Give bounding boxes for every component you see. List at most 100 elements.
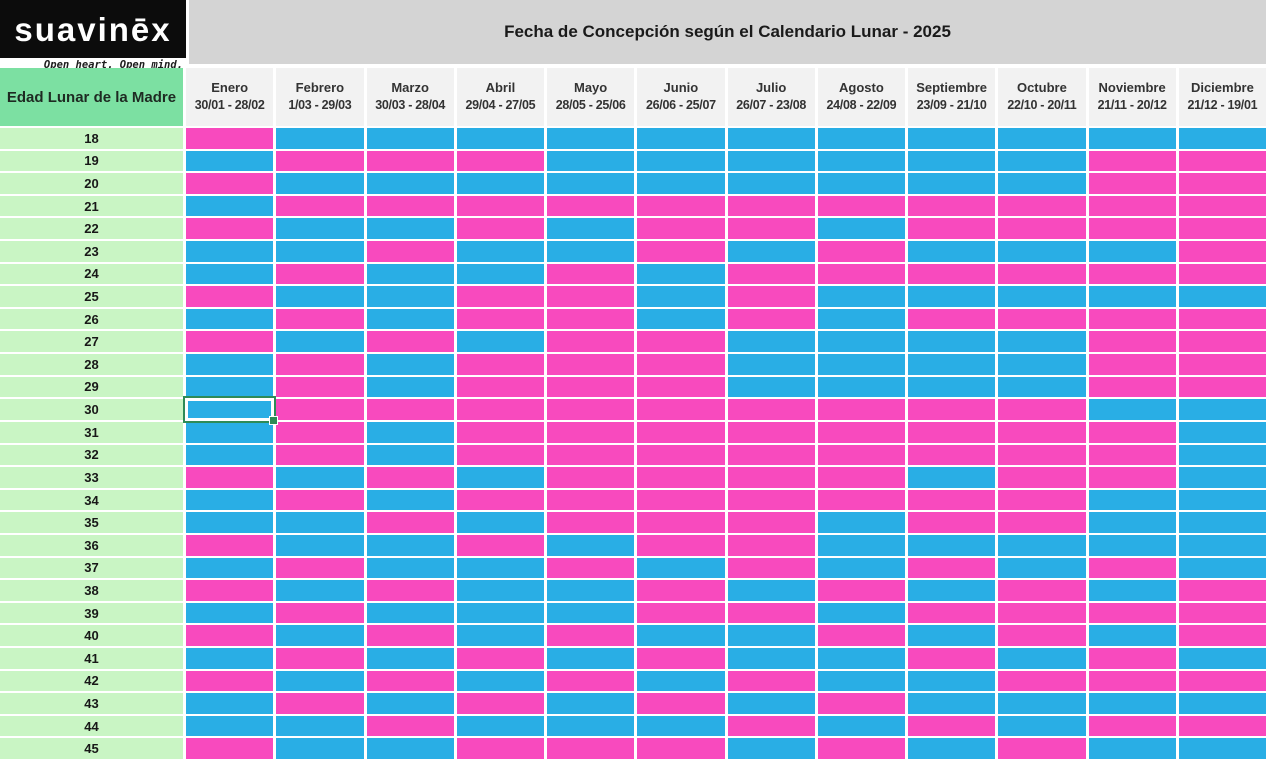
grid-cell-36-enero[interactable] (186, 534, 274, 556)
grid-cell-45-mayo[interactable] (547, 738, 635, 759)
grid-cell-39-octubre[interactable] (998, 602, 1086, 624)
grid-cell-22-mayo[interactable] (547, 218, 635, 240)
grid-cell-43-enero[interactable] (186, 693, 274, 714)
grid-cell-39-diciembre[interactable] (1178, 602, 1266, 624)
grid-cell-21-junio[interactable] (637, 195, 725, 217)
grid-cell-32-agosto[interactable] (817, 444, 905, 466)
grid-cell-36-diciembre[interactable] (1178, 534, 1266, 556)
grid-cell-26-julio[interactable] (727, 308, 815, 330)
grid-cell-19-noviembre[interactable] (1088, 150, 1176, 172)
grid-cell-24-agosto[interactable] (817, 263, 905, 285)
grid-cell-42-mayo[interactable] (547, 670, 635, 692)
grid-cell-38-diciembre[interactable] (1178, 580, 1266, 601)
grid-cell-22-octubre[interactable] (998, 218, 1086, 240)
age-cell-31[interactable]: 31 (0, 421, 183, 443)
grid-cell-44-noviembre[interactable] (1088, 715, 1176, 737)
grid-cell-28-noviembre[interactable] (1088, 354, 1176, 375)
grid-cell-32-noviembre[interactable] (1088, 444, 1176, 466)
grid-cell-26-noviembre[interactable] (1088, 308, 1176, 330)
grid-cell-21-octubre[interactable] (998, 195, 1086, 217)
age-cell-35[interactable]: 35 (0, 512, 183, 533)
grid-cell-31-febrero[interactable] (276, 421, 364, 443)
grid-cell-32-julio[interactable] (727, 444, 815, 466)
grid-cell-29-julio[interactable] (727, 376, 815, 398)
grid-cell-36-junio[interactable] (637, 534, 725, 556)
grid-cell-32-octubre[interactable] (998, 444, 1086, 466)
grid-cell-25-enero[interactable] (186, 286, 274, 307)
grid-cell-40-febrero[interactable] (276, 625, 364, 646)
grid-cell-30-julio[interactable] (727, 399, 815, 420)
grid-cell-21-noviembre[interactable] (1088, 195, 1176, 217)
grid-cell-26-octubre[interactable] (998, 308, 1086, 330)
grid-cell-34-noviembre[interactable] (1088, 489, 1176, 511)
grid-cell-39-julio[interactable] (727, 602, 815, 624)
grid-cell-19-septiembre[interactable] (908, 150, 996, 172)
grid-cell-30-octubre[interactable] (998, 399, 1086, 420)
age-cell-43[interactable]: 43 (0, 693, 183, 714)
grid-cell-33-junio[interactable] (637, 467, 725, 488)
grid-cell-29-mayo[interactable] (547, 376, 635, 398)
grid-cell-23-octubre[interactable] (998, 241, 1086, 262)
grid-cell-18-marzo[interactable] (366, 128, 454, 149)
grid-cell-33-enero[interactable] (186, 467, 274, 488)
grid-cell-26-diciembre[interactable] (1178, 308, 1266, 330)
grid-cell-43-mayo[interactable] (547, 693, 635, 714)
grid-cell-23-febrero[interactable] (276, 241, 364, 262)
grid-cell-27-diciembre[interactable] (1178, 331, 1266, 353)
grid-cell-32-junio[interactable] (637, 444, 725, 466)
grid-cell-25-mayo[interactable] (547, 286, 635, 307)
grid-cell-27-junio[interactable] (637, 331, 725, 353)
grid-cell-27-noviembre[interactable] (1088, 331, 1176, 353)
grid-cell-36-julio[interactable] (727, 534, 815, 556)
grid-cell-18-agosto[interactable] (817, 128, 905, 149)
grid-cell-41-mayo[interactable] (547, 647, 635, 669)
grid-cell-40-junio[interactable] (637, 625, 725, 646)
grid-cell-27-agosto[interactable] (817, 331, 905, 353)
grid-cell-30-diciembre[interactable] (1178, 399, 1266, 420)
grid-cell-38-junio[interactable] (637, 580, 725, 601)
grid-cell-31-septiembre[interactable] (908, 421, 996, 443)
grid-cell-44-diciembre[interactable] (1178, 715, 1266, 737)
grid-cell-20-septiembre[interactable] (908, 173, 996, 194)
grid-cell-24-febrero[interactable] (276, 263, 364, 285)
grid-cell-21-abril[interactable] (456, 195, 544, 217)
grid-cell-18-junio[interactable] (637, 128, 725, 149)
grid-cell-28-septiembre[interactable] (908, 354, 996, 375)
grid-cell-26-febrero[interactable] (276, 308, 364, 330)
grid-cell-25-marzo[interactable] (366, 286, 454, 307)
grid-cell-43-febrero[interactable] (276, 693, 364, 714)
grid-cell-34-febrero[interactable] (276, 489, 364, 511)
grid-cell-20-julio[interactable] (727, 173, 815, 194)
grid-cell-18-julio[interactable] (727, 128, 815, 149)
grid-cell-24-octubre[interactable] (998, 263, 1086, 285)
grid-cell-26-enero[interactable] (186, 308, 274, 330)
grid-cell-39-abril[interactable] (456, 602, 544, 624)
grid-cell-40-diciembre[interactable] (1178, 625, 1266, 646)
grid-cell-37-mayo[interactable] (547, 557, 635, 579)
age-cell-28[interactable]: 28 (0, 354, 183, 375)
grid-cell-25-noviembre[interactable] (1088, 286, 1176, 307)
grid-cell-28-mayo[interactable] (547, 354, 635, 375)
grid-cell-32-enero[interactable] (186, 444, 274, 466)
grid-cell-44-marzo[interactable] (366, 715, 454, 737)
grid-cell-45-junio[interactable] (637, 738, 725, 759)
grid-cell-28-abril[interactable] (456, 354, 544, 375)
grid-cell-21-julio[interactable] (727, 195, 815, 217)
grid-cell-31-mayo[interactable] (547, 421, 635, 443)
grid-cell-37-junio[interactable] (637, 557, 725, 579)
grid-cell-43-julio[interactable] (727, 693, 815, 714)
grid-cell-25-febrero[interactable] (276, 286, 364, 307)
grid-cell-25-agosto[interactable] (817, 286, 905, 307)
grid-cell-41-septiembre[interactable] (908, 647, 996, 669)
grid-cell-27-enero[interactable] (186, 331, 274, 353)
age-cell-30[interactable]: 30 (0, 399, 183, 420)
grid-cell-24-diciembre[interactable] (1178, 263, 1266, 285)
grid-cell-41-agosto[interactable] (817, 647, 905, 669)
grid-cell-29-febrero[interactable] (276, 376, 364, 398)
grid-cell-20-junio[interactable] (637, 173, 725, 194)
grid-cell-25-julio[interactable] (727, 286, 815, 307)
age-cell-33[interactable]: 33 (0, 467, 183, 488)
grid-cell-31-noviembre[interactable] (1088, 421, 1176, 443)
grid-cell-39-junio[interactable] (637, 602, 725, 624)
grid-cell-39-enero[interactable] (186, 602, 274, 624)
